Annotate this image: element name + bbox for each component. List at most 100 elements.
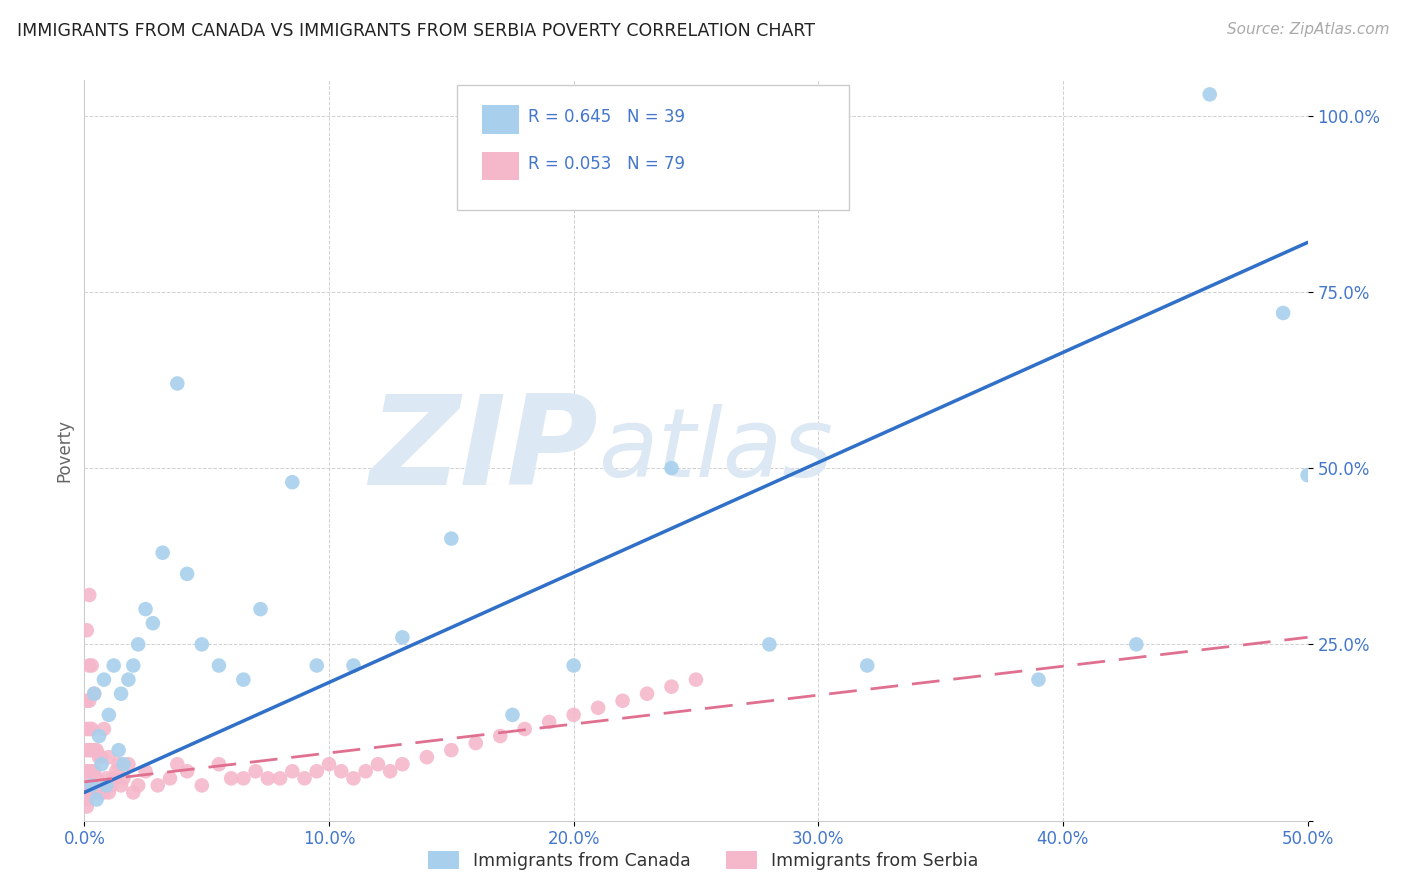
Point bbox=[464, 736, 486, 750]
Point bbox=[83, 743, 105, 757]
Point bbox=[100, 778, 122, 792]
Point bbox=[90, 785, 112, 799]
Text: ZIP: ZIP bbox=[370, 390, 598, 511]
Point bbox=[612, 694, 634, 708]
Point bbox=[1296, 468, 1319, 483]
Point bbox=[112, 757, 135, 772]
FancyBboxPatch shape bbox=[482, 153, 519, 180]
Point bbox=[166, 376, 188, 391]
Point bbox=[83, 687, 105, 701]
Point bbox=[80, 658, 103, 673]
Point bbox=[636, 687, 658, 701]
Point bbox=[76, 799, 98, 814]
Point bbox=[107, 757, 129, 772]
Point bbox=[80, 764, 103, 779]
Point bbox=[562, 658, 585, 673]
Point bbox=[77, 785, 100, 799]
FancyBboxPatch shape bbox=[482, 105, 519, 134]
Point bbox=[76, 792, 98, 806]
Point bbox=[502, 707, 524, 722]
Point bbox=[586, 701, 609, 715]
Point bbox=[440, 532, 463, 546]
Point bbox=[489, 729, 512, 743]
Point bbox=[416, 750, 439, 764]
Point bbox=[96, 778, 118, 792]
Point bbox=[117, 673, 139, 687]
Point bbox=[159, 772, 181, 786]
Point bbox=[245, 764, 267, 779]
Point bbox=[661, 461, 683, 475]
Point bbox=[208, 757, 231, 772]
Point bbox=[76, 778, 98, 792]
Point bbox=[513, 722, 536, 736]
Point bbox=[112, 772, 135, 786]
Point bbox=[80, 722, 103, 736]
Point bbox=[176, 566, 198, 581]
Point bbox=[76, 743, 98, 757]
Point bbox=[391, 630, 413, 644]
Point bbox=[87, 729, 110, 743]
Point bbox=[86, 743, 108, 757]
Point bbox=[661, 680, 683, 694]
Point bbox=[105, 764, 128, 779]
Point bbox=[80, 785, 103, 799]
Point bbox=[110, 778, 132, 792]
Text: R = 0.645   N = 39: R = 0.645 N = 39 bbox=[529, 108, 685, 127]
Point bbox=[176, 764, 198, 779]
Point bbox=[77, 588, 100, 602]
Point bbox=[166, 757, 188, 772]
Point bbox=[76, 764, 98, 779]
Point bbox=[342, 658, 364, 673]
Point bbox=[127, 637, 149, 651]
Point bbox=[86, 772, 108, 786]
Point bbox=[77, 694, 100, 708]
Text: R = 0.053   N = 79: R = 0.053 N = 79 bbox=[529, 155, 685, 173]
Point bbox=[1272, 306, 1295, 320]
Point bbox=[77, 764, 100, 779]
Point bbox=[80, 743, 103, 757]
Point bbox=[77, 743, 100, 757]
Point bbox=[93, 673, 115, 687]
Point bbox=[1125, 637, 1147, 651]
Point bbox=[135, 764, 157, 779]
Point bbox=[191, 778, 214, 792]
Point bbox=[87, 785, 110, 799]
Point bbox=[87, 750, 110, 764]
Point bbox=[191, 637, 214, 651]
Point bbox=[856, 658, 879, 673]
FancyBboxPatch shape bbox=[457, 86, 849, 210]
Point bbox=[232, 772, 254, 786]
Point bbox=[127, 778, 149, 792]
Point bbox=[342, 772, 364, 786]
Point bbox=[110, 687, 132, 701]
Point bbox=[758, 637, 780, 651]
Point bbox=[83, 687, 105, 701]
Text: IMMIGRANTS FROM CANADA VS IMMIGRANTS FROM SERBIA POVERTY CORRELATION CHART: IMMIGRANTS FROM CANADA VS IMMIGRANTS FRO… bbox=[17, 22, 815, 40]
Point bbox=[86, 792, 108, 806]
Point bbox=[97, 707, 120, 722]
Point bbox=[305, 658, 328, 673]
Point bbox=[281, 764, 304, 779]
Point bbox=[318, 757, 340, 772]
Point bbox=[90, 757, 112, 772]
Point bbox=[117, 757, 139, 772]
Point bbox=[135, 602, 157, 616]
Point bbox=[1198, 87, 1220, 102]
Point bbox=[152, 546, 174, 560]
Point bbox=[380, 764, 402, 779]
Point bbox=[90, 750, 112, 764]
Point bbox=[107, 743, 129, 757]
Point bbox=[77, 658, 100, 673]
Point bbox=[294, 772, 316, 786]
Y-axis label: Poverty: Poverty bbox=[55, 419, 73, 482]
Point bbox=[269, 772, 291, 786]
Point bbox=[83, 785, 105, 799]
Point bbox=[93, 785, 115, 799]
Point bbox=[305, 764, 328, 779]
Point bbox=[562, 707, 585, 722]
Legend: Immigrants from Canada, Immigrants from Serbia: Immigrants from Canada, Immigrants from … bbox=[419, 843, 987, 879]
Point bbox=[83, 764, 105, 779]
Point bbox=[122, 658, 145, 673]
Point bbox=[97, 750, 120, 764]
Point bbox=[1028, 673, 1050, 687]
